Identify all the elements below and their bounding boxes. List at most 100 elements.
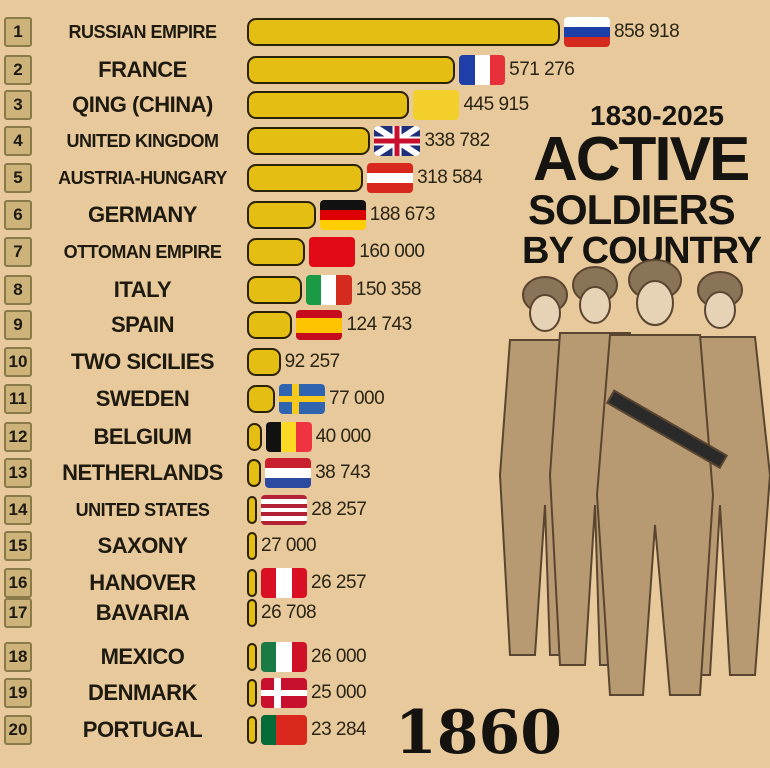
country-label: SWEDEN [95, 386, 190, 411]
rank-badge: 6 [4, 200, 32, 230]
value-label: 26 708 [261, 602, 317, 623]
title-years: 1830-2025 [590, 100, 724, 131]
rank-badge: 7 [4, 237, 32, 267]
rank-badge: 13 [4, 458, 32, 488]
rank-badge: 14 [4, 495, 32, 525]
flag-icon [265, 458, 312, 488]
flag-icon [459, 55, 506, 85]
rank-badge: 3 [4, 90, 32, 120]
bar [247, 643, 257, 671]
rank-badge: 15 [4, 531, 32, 561]
value-label: 25 000 [311, 682, 367, 703]
country-label: BELGIUM [93, 424, 192, 449]
bar [247, 56, 456, 84]
value-label: 338 782 [424, 130, 490, 151]
rank-badge: 16 [4, 568, 32, 598]
value-label: 27 000 [261, 535, 317, 556]
flag-icon [413, 90, 460, 120]
flag-icon [261, 715, 307, 745]
bar [247, 348, 281, 376]
bar [247, 311, 293, 339]
country-label: SAXONY [97, 533, 188, 558]
value-label: 40 000 [315, 426, 372, 447]
bar [247, 164, 364, 192]
rank-badge: 18 [4, 642, 32, 672]
bar [247, 127, 371, 155]
flag-icon [305, 275, 352, 305]
flag-icon [319, 200, 366, 230]
flag-icon [309, 237, 356, 267]
country-label: FRANCE [98, 57, 187, 82]
rank-badge: 10 [4, 347, 32, 377]
country-label: TWO SICILIES [70, 349, 215, 374]
value-label: 26 000 [311, 646, 367, 667]
flag-icon [261, 495, 308, 525]
rank-badge: 17 [4, 598, 32, 628]
flag-icon [265, 422, 312, 452]
rank-badge: 1 [4, 17, 32, 47]
bar [247, 459, 262, 487]
country-label: DENMARK [88, 680, 197, 705]
value-label: 28 257 [311, 499, 367, 520]
country-label: QING (CHINA) [72, 92, 213, 117]
flag-icon [261, 678, 307, 708]
country-label: UNITED KINGDOM [66, 131, 220, 151]
bar [247, 423, 262, 451]
title-line-2: SOLDIERS [528, 186, 736, 233]
value-label: 26 257 [311, 572, 367, 593]
flag-icon [296, 310, 343, 340]
value-label: 571 276 [509, 59, 575, 80]
soldiers-illustration [498, 259, 770, 696]
bar [247, 569, 257, 597]
value-label: 318 584 [417, 167, 483, 188]
country-label: GERMANY [88, 202, 197, 227]
country-label: AUSTRIA-HUNGARY [58, 168, 227, 188]
bar [247, 91, 410, 119]
rank-badge: 2 [4, 55, 32, 85]
value-label: 445 915 [463, 94, 529, 115]
rank-badge: 20 [4, 715, 32, 745]
rank-badge: 11 [4, 384, 32, 414]
country-label: NETHERLANDS [62, 460, 223, 485]
value-label: 23 284 [311, 719, 367, 740]
bar [247, 238, 306, 266]
flag-icon [279, 384, 326, 414]
rank-badge: 8 [4, 275, 32, 305]
bar [247, 599, 257, 627]
bar [247, 532, 257, 560]
country-label: OTTOMAN EMPIRE [63, 242, 222, 262]
title-line-1: ACTIVE [533, 125, 750, 194]
rank-badge: 4 [4, 126, 32, 156]
flag-icon [367, 163, 414, 193]
rank-badge: 12 [4, 422, 32, 452]
bar [247, 496, 258, 524]
rank-badge: 5 [4, 163, 32, 193]
country-label: SPAIN [110, 312, 175, 337]
value-label: 160 000 [359, 241, 425, 262]
value-label: 124 743 [346, 314, 412, 335]
value-label: 92 257 [284, 351, 341, 372]
flag-icon [261, 568, 307, 598]
value-label: 38 743 [315, 462, 371, 483]
bar [247, 18, 560, 46]
rank-badge: 19 [4, 678, 32, 708]
country-label: PORTUGAL [82, 717, 203, 742]
country-label: UNITED STATES [75, 500, 210, 520]
bar [247, 276, 302, 304]
bar [247, 385, 276, 413]
flag-icon [261, 642, 307, 672]
value-label: 150 358 [355, 279, 422, 300]
country-label: MEXICO [100, 644, 185, 669]
year-label: 1860 [395, 698, 562, 768]
value-label: 77 000 [329, 388, 385, 409]
rank-badge: 9 [4, 310, 32, 340]
flag-icon [564, 17, 610, 47]
country-label: BAVARIA [95, 600, 190, 625]
bar [247, 201, 316, 229]
country-label: RUSSIAN EMPIRE [68, 22, 217, 42]
country-label: ITALY [113, 277, 172, 302]
country-label: HANOVER [89, 570, 196, 595]
soldier-figure [595, 259, 729, 696]
value-label: 858 918 [614, 21, 680, 42]
